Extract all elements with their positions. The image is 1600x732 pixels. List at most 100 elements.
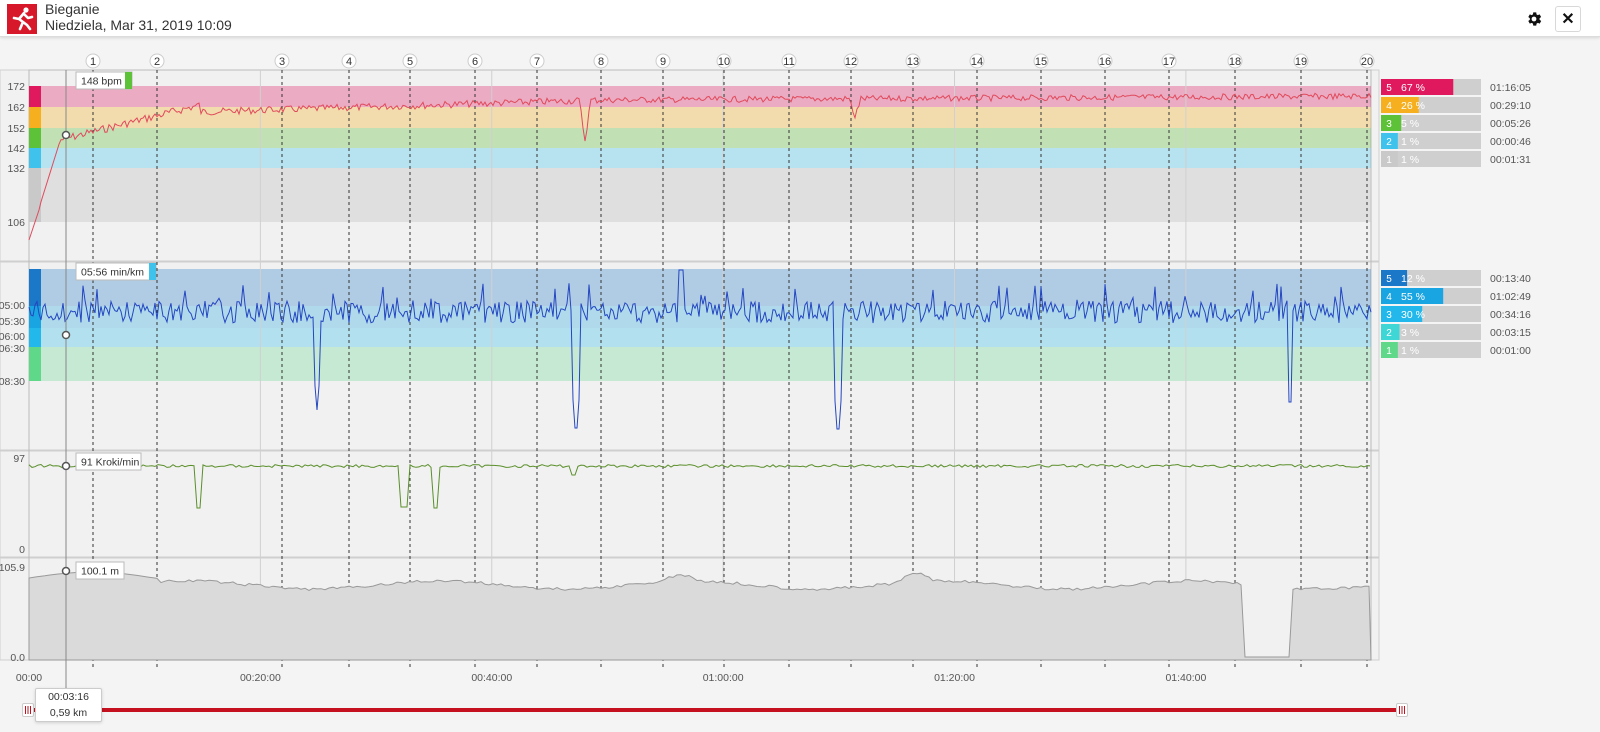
pace-zone-time: 00:34:16 — [1490, 309, 1531, 321]
lap-number: 16 — [1099, 56, 1111, 68]
hr-zone-fill — [1397, 151, 1398, 167]
settings-button[interactable] — [1521, 6, 1547, 32]
hr-zone-marker — [29, 168, 41, 222]
pace-line — [28, 269, 1372, 430]
close-button[interactable]: ✕ — [1555, 6, 1581, 32]
hr-y-tick: 172 — [7, 81, 25, 93]
hr-zone-num-box — [1381, 97, 1397, 113]
pace-zone-track — [1381, 324, 1481, 340]
elevation-area — [28, 571, 1372, 661]
timeline-start-handle[interactable] — [22, 703, 34, 717]
lap-marker-badge[interactable] — [467, 53, 483, 69]
pace-zone-fill — [1397, 342, 1398, 358]
cursor-cadence-value-box — [75, 452, 142, 471]
hr-zone-fill — [1397, 133, 1398, 149]
pace-zone-fill — [1397, 306, 1423, 322]
timeline-end-handle[interactable] — [1396, 703, 1408, 717]
lap-marker-badge[interactable] — [341, 53, 357, 69]
cursor-elevation-value-box — [75, 561, 125, 580]
pace-zone-time: 01:02:49 — [1490, 291, 1531, 303]
pace-zone-band — [29, 306, 1371, 328]
x-axis-tick: 01:20:00 — [934, 672, 975, 684]
pace-zone-percent: 12 % — [1401, 273, 1425, 285]
hr-zone-num: 5 — [1386, 83, 1392, 94]
hr-zone-percent: 1 % — [1401, 136, 1419, 148]
x-axis-tick: 00:40:00 — [471, 672, 512, 684]
lap-marker-badge[interactable] — [655, 53, 671, 69]
hr-zone-fill — [1397, 79, 1454, 95]
hr-zone-time: 00:01:31 — [1490, 154, 1531, 166]
lap-marker-badge[interactable] — [85, 53, 101, 69]
pace-zone-time: 00:03:15 — [1490, 327, 1531, 339]
elevation-y-tick: 0.0 — [10, 652, 25, 664]
activity-title: Bieganie — [45, 1, 100, 17]
timeline-range-bar[interactable] — [29, 708, 1403, 712]
cursor-time-tooltip: 00:03:16 0,59 km — [35, 688, 102, 722]
hr-zone-num: 1 — [1386, 155, 1392, 166]
x-axis-tick: 01:00:00 — [703, 672, 744, 684]
lap-marker-badge[interactable] — [149, 53, 165, 69]
cursor-hr-value: 148 bpm — [81, 76, 122, 88]
pace-y-tick: 06:00 — [0, 331, 25, 343]
pace-zone-time: 00:13:40 — [1490, 273, 1531, 285]
lap-number: 19 — [1295, 56, 1307, 68]
hr-zone-marker — [29, 148, 41, 168]
lap-marker-badge[interactable] — [843, 53, 859, 69]
pace-zone-num-box — [1381, 324, 1397, 340]
lap-marker-badge[interactable] — [1033, 53, 1049, 69]
x-axis-tick: 00:20:00 — [240, 672, 281, 684]
hr-zone-percent: 1 % — [1401, 154, 1419, 166]
x-axis-tick: 01:40:00 — [1165, 672, 1206, 684]
x-axis-start-label: 00:00 — [16, 672, 42, 684]
hr-zone-band — [29, 148, 1371, 168]
cadence-line — [28, 463, 1371, 509]
lap-marker-badge[interactable] — [1161, 53, 1177, 69]
lap-number: 17 — [1163, 56, 1175, 68]
pace-zone-num-box — [1381, 270, 1397, 286]
lap-marker-badge[interactable] — [274, 53, 290, 69]
cadence-y-tick: 97 — [13, 453, 25, 465]
lap-number: 18 — [1229, 56, 1241, 68]
activity-date: Niedziela, Mar 31, 2019 10:09 — [45, 17, 232, 33]
pace-zone-fill — [1397, 270, 1408, 286]
lap-number: 7 — [534, 56, 540, 68]
hr-zone-num-box — [1381, 133, 1397, 149]
lap-marker-badge[interactable] — [905, 53, 921, 69]
pace-y-tick: 05:00 — [0, 300, 25, 312]
hr-zone-marker — [29, 86, 41, 107]
lap-marker-badge[interactable] — [529, 53, 545, 69]
cursor-pace-value: 05:56 min/km — [81, 267, 144, 279]
cursor-distance: 0,59 km — [49, 707, 88, 719]
lap-number: 4 — [346, 56, 352, 68]
hr-zone-time: 00:00:46 — [1490, 136, 1531, 148]
lap-marker-badge[interactable] — [969, 53, 985, 69]
gear-icon — [1528, 12, 1542, 26]
lap-number: 11 — [783, 56, 794, 68]
lap-marker-badge[interactable] — [1293, 53, 1309, 69]
lap-marker-badge[interactable] — [716, 53, 732, 69]
pace-zone-time: 00:01:00 — [1490, 345, 1531, 357]
lap-number: 13 — [907, 56, 919, 68]
cursor-dot — [61, 330, 71, 340]
lap-number: 1 — [90, 56, 96, 68]
lap-marker-badge[interactable] — [593, 53, 609, 69]
pace-zone-marker — [29, 328, 41, 347]
lap-marker-badge[interactable] — [1359, 53, 1375, 69]
lap-marker-badge[interactable] — [402, 53, 418, 69]
pace-zone-num-box — [1381, 342, 1397, 358]
pace-zone-num-box — [1381, 288, 1397, 304]
hr-zone-num-box — [1381, 115, 1397, 131]
chart-panel — [0, 69, 1380, 262]
lap-marker-badge[interactable] — [1227, 53, 1243, 69]
activity-header: Bieganie Niedziela, Mar 31, 2019 10:09 ✕ — [0, 0, 1600, 37]
hr-zone-num: 4 — [1386, 101, 1392, 112]
lap-marker-badge[interactable] — [781, 53, 797, 69]
cursor-hr-value-accent — [125, 72, 132, 89]
pace-y-tick: 08:30 — [0, 376, 25, 388]
hr-zone-percent: 67 % — [1401, 82, 1425, 94]
cursor-dot — [61, 566, 71, 576]
lap-number: 5 — [407, 56, 413, 68]
lap-marker-badge[interactable] — [1097, 53, 1113, 69]
pace-y-tick: 05:30 — [0, 316, 25, 328]
lap-number: 15 — [1035, 56, 1047, 68]
